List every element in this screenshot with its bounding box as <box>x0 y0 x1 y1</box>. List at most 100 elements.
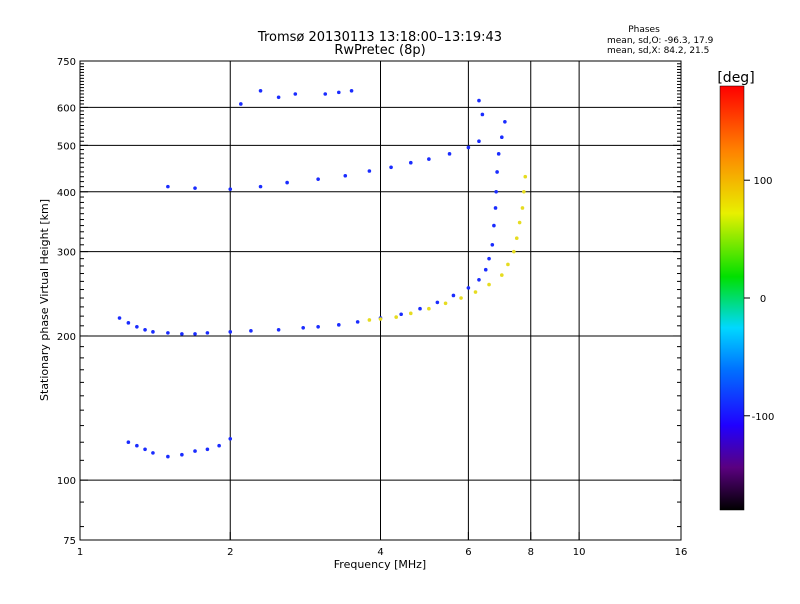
data-point <box>301 326 305 330</box>
data-point <box>493 206 498 210</box>
data-point <box>143 328 147 332</box>
stats-line-o: mean, sd,O: -96.3, 17.9 <box>607 36 714 46</box>
data-point <box>389 165 393 170</box>
data-point <box>378 317 383 321</box>
data-point <box>228 330 233 334</box>
data-point <box>520 206 525 210</box>
data-point <box>494 189 498 194</box>
data-point <box>117 316 122 320</box>
data-point <box>503 119 507 124</box>
data-point <box>477 98 481 103</box>
y-axis-label: Stationary phase Virtual Height [km] <box>38 199 51 401</box>
stats-line-x: mean, sd,X: 84.2, 21.5 <box>607 46 709 56</box>
y-tick-label: 600 <box>57 103 76 114</box>
x-tick-label: 8 <box>528 547 534 558</box>
data-point <box>427 306 431 311</box>
data-point <box>126 321 131 325</box>
data-point <box>408 311 413 316</box>
data-point <box>427 157 431 161</box>
colorbar-tick-label: 0 <box>760 294 766 305</box>
data-point <box>435 300 440 305</box>
data-point <box>323 92 328 96</box>
data-point <box>166 184 170 189</box>
data-point <box>258 184 263 189</box>
x-axis-ticks: 1 2 4 6 8 10 16 <box>77 532 687 558</box>
data-point <box>276 328 281 332</box>
data-point <box>193 332 197 336</box>
data-point <box>399 312 403 317</box>
data-point <box>205 447 210 452</box>
data-point <box>443 301 448 306</box>
data-point <box>523 174 528 179</box>
colorbar-tick-label: -100 <box>752 412 775 423</box>
colorbar <box>719 85 745 511</box>
data-point <box>285 180 289 185</box>
data-point <box>477 277 481 282</box>
data-point <box>500 135 504 139</box>
data-point <box>180 452 184 457</box>
data-point <box>180 332 184 336</box>
data-point <box>487 256 491 261</box>
data-point <box>459 296 463 300</box>
data-point <box>217 443 221 448</box>
chart-subtitle: RwPretec (8p) <box>334 43 425 58</box>
y-tick-label: 200 <box>57 332 76 343</box>
y-axis-ticks: 75 100 200 300 400 500 600 750 <box>57 57 681 547</box>
series-f-layer-trace-x- <box>367 174 528 322</box>
data-point <box>500 273 504 277</box>
series-e-region-echoes <box>126 436 233 459</box>
x-tick-label: 2 <box>227 547 233 558</box>
data-point <box>466 286 471 290</box>
data-point <box>483 267 488 272</box>
minor-ticks <box>80 63 681 528</box>
y-tick-label: 75 <box>63 536 76 547</box>
data-point <box>239 102 243 106</box>
data-point <box>343 173 348 178</box>
data-point <box>293 92 298 96</box>
y-tick-label: 400 <box>57 188 76 199</box>
x-axis-label: Frequency [MHz] <box>334 558 426 571</box>
y-tick-label: 300 <box>57 248 76 259</box>
data-point <box>451 293 456 298</box>
data-point <box>496 152 501 156</box>
data-point <box>166 454 170 459</box>
data-point <box>408 160 413 165</box>
data-point <box>480 112 485 117</box>
data-point <box>355 320 360 324</box>
data-point <box>514 236 519 240</box>
x-tick-label: 4 <box>377 547 383 558</box>
data-point <box>349 88 354 93</box>
data-point <box>487 282 491 287</box>
data-point <box>473 290 478 294</box>
data-point <box>126 440 131 445</box>
data-point <box>506 262 510 267</box>
y-tick-label: 500 <box>57 141 76 152</box>
data-point <box>522 189 526 194</box>
data-point <box>490 242 495 247</box>
data-point <box>135 325 139 329</box>
data-point <box>367 169 372 173</box>
data-point <box>143 447 147 452</box>
data-point <box>367 318 372 322</box>
colorbar-label: [deg] <box>717 70 754 86</box>
colorbar-ticks: 100 0 -100 <box>744 176 774 423</box>
data-point <box>492 223 496 228</box>
data-point <box>228 436 233 441</box>
x-tick-label: 10 <box>573 547 586 558</box>
data-point <box>337 90 341 95</box>
data-point <box>495 170 499 174</box>
chart-title: Tromsø 20130113 13:18:00–13:19:43 <box>257 30 502 45</box>
grid-lines <box>80 61 681 540</box>
data-point <box>337 323 341 327</box>
stats-heading: Phases <box>628 25 660 35</box>
data-points <box>117 88 528 459</box>
data-point <box>276 95 281 100</box>
data-point <box>447 152 452 156</box>
data-point <box>135 443 139 448</box>
colorbar-tick-label: 100 <box>753 176 772 187</box>
data-point <box>193 449 197 453</box>
data-point <box>249 329 253 333</box>
series-multihop-o- <box>166 139 481 191</box>
